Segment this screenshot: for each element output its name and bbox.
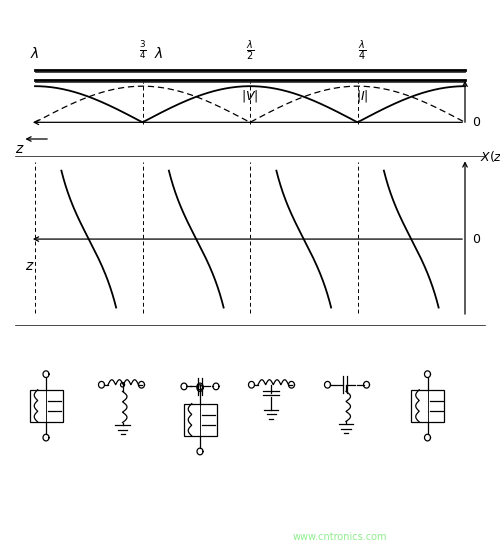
Bar [30, 390, 62, 422]
Text: $\lambda$: $\lambda$ [154, 46, 163, 61]
Text: $\lambda$: $\lambda$ [30, 46, 40, 61]
Text: $\frac{3}{4}$: $\frac{3}{4}$ [138, 39, 146, 61]
Text: 0: 0 [472, 232, 480, 246]
Text: $X(z)$: $X(z)$ [480, 150, 500, 164]
Text: 0: 0 [472, 116, 480, 129]
Text: $|V|$: $|V|$ [242, 88, 258, 103]
Text: $\frac{\lambda}{4}$: $\frac{\lambda}{4}$ [358, 38, 366, 62]
Text: $|I|$: $|I|$ [356, 88, 368, 103]
Bar [184, 404, 216, 436]
Text: $z$: $z$ [15, 142, 25, 156]
Text: www.cntronics.com: www.cntronics.com [293, 532, 387, 542]
Text: $\frac{\lambda}{2}$: $\frac{\lambda}{2}$ [246, 38, 254, 62]
Text: $z$: $z$ [25, 259, 35, 273]
Bar [411, 390, 444, 422]
